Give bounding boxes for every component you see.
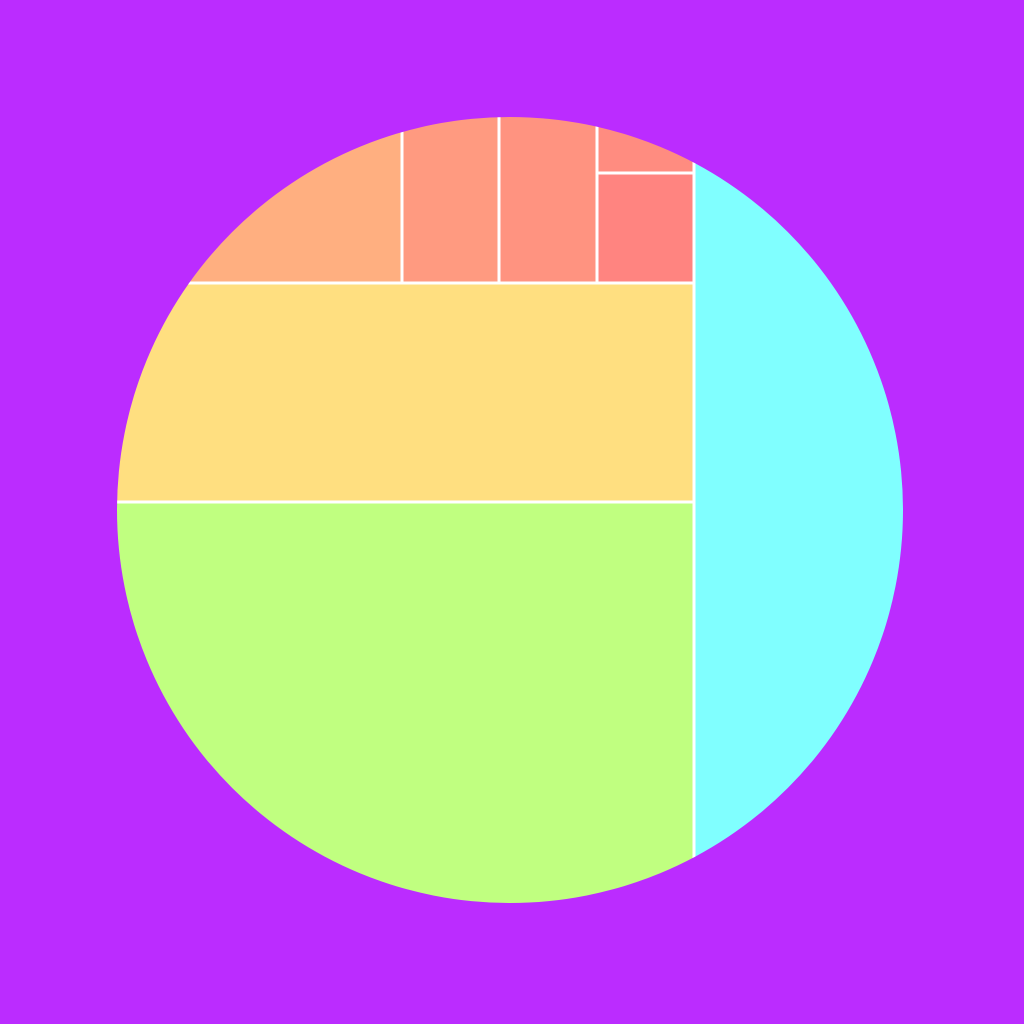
tile: [499, 117, 597, 283]
tile: [597, 173, 694, 283]
tile: [402, 117, 499, 283]
tile: [117, 283, 694, 502]
